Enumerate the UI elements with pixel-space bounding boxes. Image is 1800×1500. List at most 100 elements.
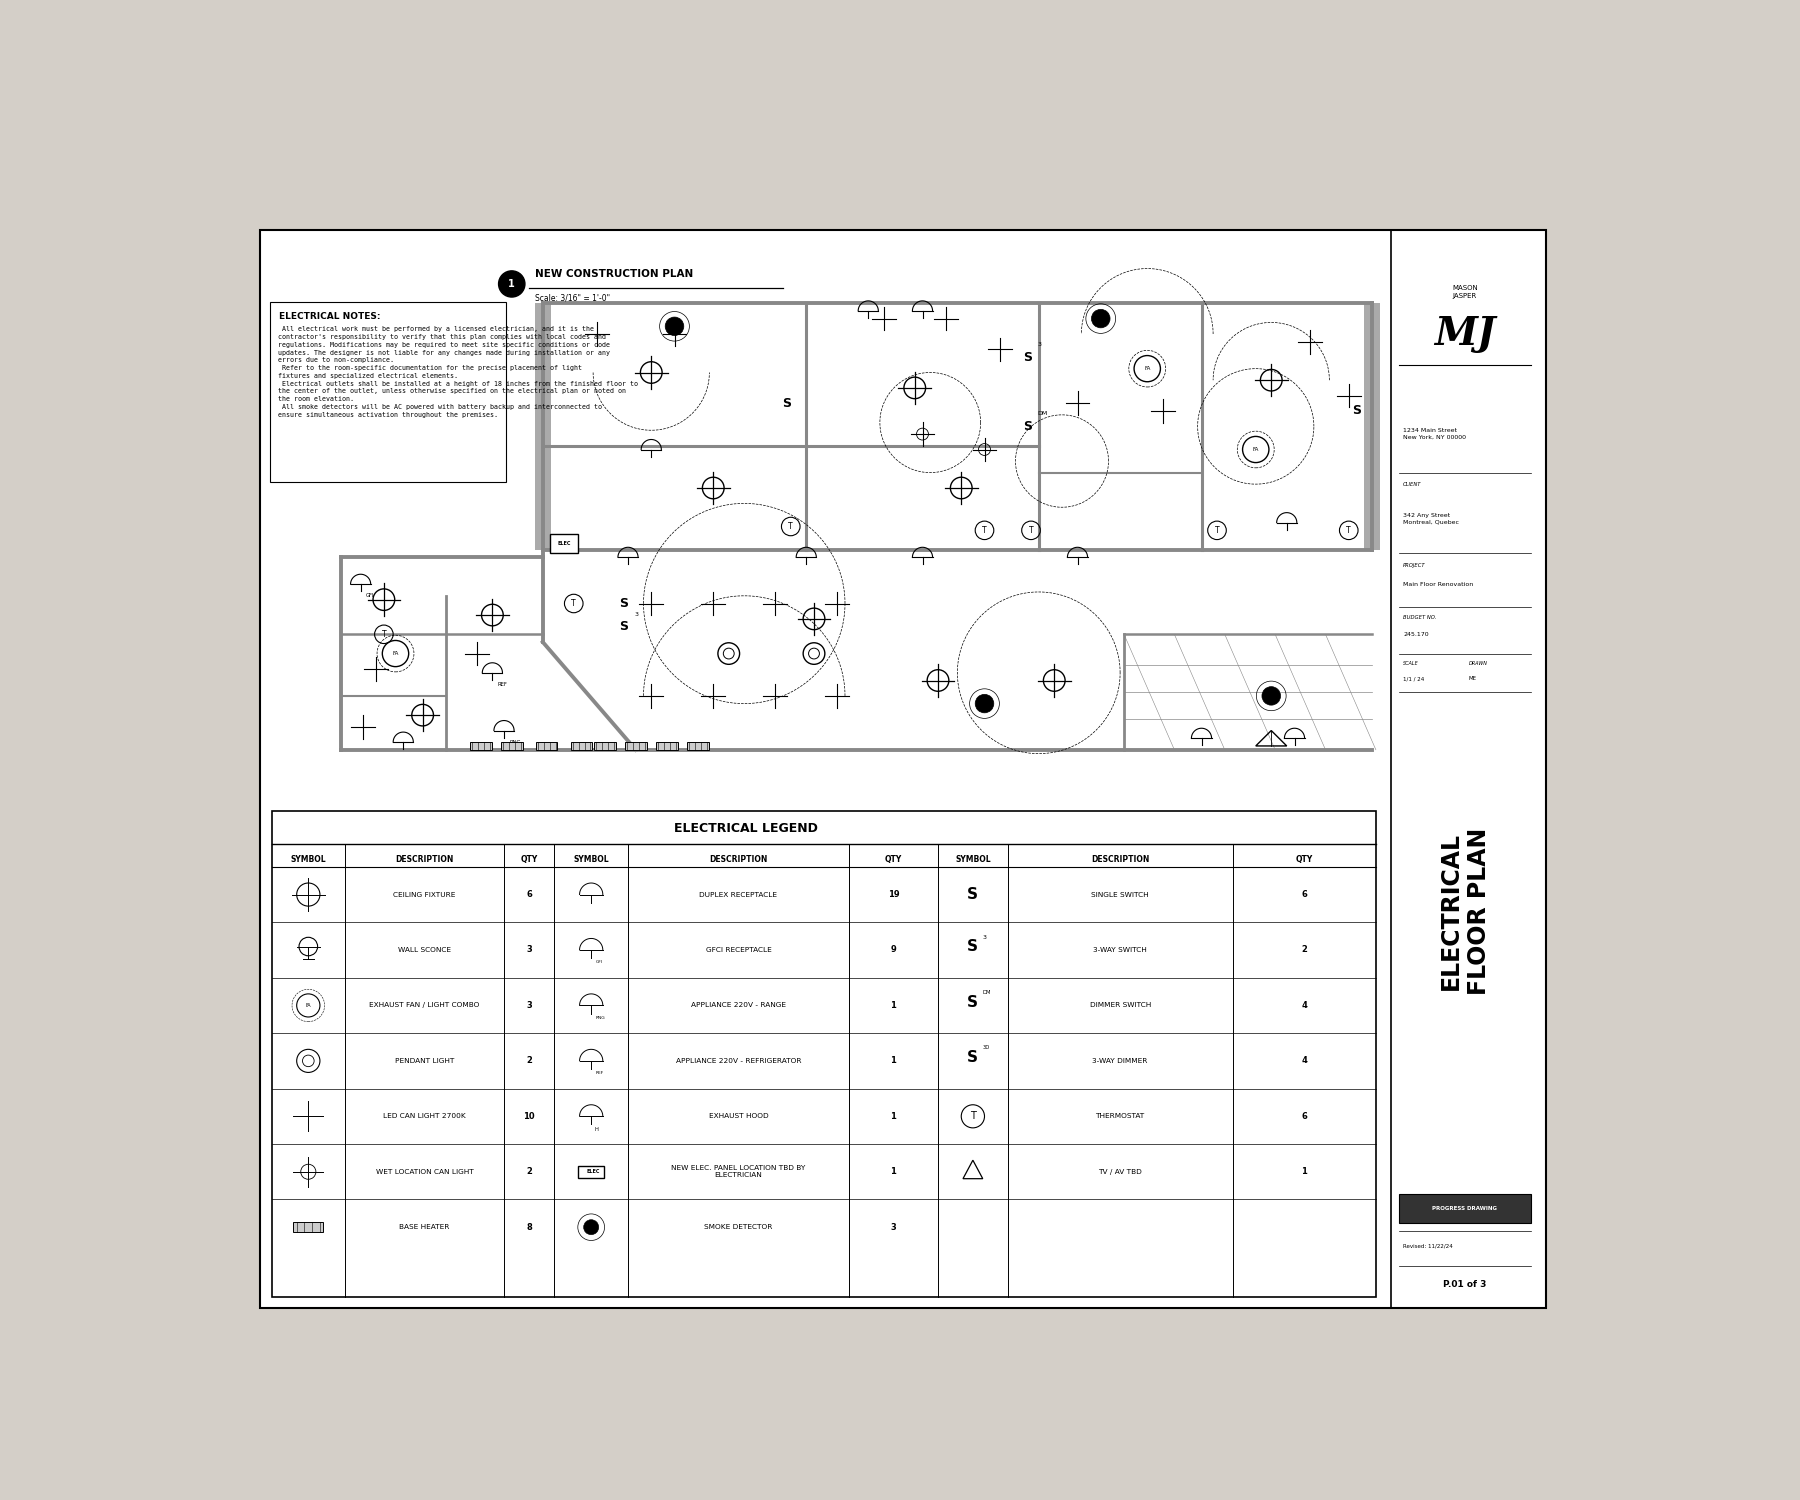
Text: EXHAUST FAN / LIGHT COMBO: EXHAUST FAN / LIGHT COMBO [369,1002,481,1008]
Text: 4: 4 [1301,1056,1307,1065]
FancyBboxPatch shape [1399,1194,1530,1224]
Text: S: S [1022,351,1031,363]
FancyBboxPatch shape [535,303,551,549]
Text: 1: 1 [891,1112,896,1120]
Text: 19: 19 [887,890,900,898]
Circle shape [666,316,684,336]
Text: 9: 9 [891,945,896,954]
Text: BASE HEATER: BASE HEATER [400,1224,450,1230]
Text: DESCRIPTION: DESCRIPTION [396,855,454,864]
Text: 3: 3 [983,934,986,939]
Text: DRAWN: DRAWN [1469,662,1489,666]
Text: T: T [788,522,794,531]
Circle shape [1262,687,1280,705]
Text: SYMBOL: SYMBOL [290,855,326,864]
FancyBboxPatch shape [655,742,677,750]
Text: BUDGET NO.: BUDGET NO. [1402,615,1436,620]
Text: FA: FA [1145,366,1150,370]
Text: ELECTRICAL NOTES:: ELECTRICAL NOTES: [279,312,382,321]
Text: GFI: GFI [596,960,603,964]
Text: 3-WAY DIMMER: 3-WAY DIMMER [1093,1058,1148,1064]
Text: DESCRIPTION: DESCRIPTION [1091,855,1150,864]
Text: 4: 4 [1301,1000,1307,1010]
Text: S: S [967,886,979,902]
Text: 1: 1 [508,279,515,290]
Text: Scale: 3/16" = 1'-0": Scale: 3/16" = 1'-0" [535,294,610,303]
Text: DM: DM [983,990,990,994]
FancyBboxPatch shape [470,742,491,750]
Text: 245.170: 245.170 [1402,632,1429,638]
Text: RNG: RNG [509,740,520,744]
Text: WET LOCATION CAN LIGHT: WET LOCATION CAN LIGHT [376,1168,473,1174]
Text: T: T [382,630,387,639]
Text: T: T [1215,526,1219,536]
Text: 8: 8 [526,1222,533,1232]
Text: REF: REF [497,682,508,687]
Text: S: S [1022,420,1031,434]
Text: Revised: 11/22/24: Revised: 11/22/24 [1402,1244,1453,1250]
Text: NEW CONSTRUCTION PLAN: NEW CONSTRUCTION PLAN [535,268,693,279]
Text: CLIENT: CLIENT [1402,482,1422,486]
Text: 1/1 / 24: 1/1 / 24 [1402,676,1424,681]
FancyBboxPatch shape [688,742,709,750]
Text: QTY: QTY [1296,855,1312,864]
FancyBboxPatch shape [293,1222,324,1233]
Text: 3: 3 [526,1000,533,1010]
Text: DIMMER SWITCH: DIMMER SWITCH [1089,1002,1150,1008]
FancyBboxPatch shape [1364,303,1381,549]
FancyBboxPatch shape [272,812,1375,1296]
Text: 1: 1 [1301,1167,1307,1176]
Text: SINGLE SWITCH: SINGLE SWITCH [1091,891,1148,897]
FancyBboxPatch shape [270,302,506,482]
FancyBboxPatch shape [500,742,522,750]
Text: 3: 3 [526,945,533,954]
Text: 3: 3 [891,1222,896,1232]
Text: 342 Any Street
Montreal, Quebec: 342 Any Street Montreal, Quebec [1402,513,1460,525]
Text: 10: 10 [524,1112,535,1120]
Text: T: T [571,598,576,608]
Text: S: S [1352,405,1361,417]
Text: REF: REF [596,1071,605,1076]
FancyBboxPatch shape [578,1166,605,1178]
Text: 6: 6 [1301,1112,1307,1120]
Text: T: T [970,1112,976,1122]
Text: Main Floor Renovation: Main Floor Renovation [1402,582,1472,586]
Text: 6: 6 [1301,890,1307,898]
Text: THERMOSTAT: THERMOSTAT [1096,1113,1145,1119]
Text: MASON
JASPER: MASON JASPER [1453,285,1478,298]
Text: S: S [619,620,628,633]
Text: 3D: 3D [983,1046,990,1050]
Text: WALL SCONCE: WALL SCONCE [398,946,452,952]
Text: ELEC: ELEC [558,542,571,546]
Text: P.01 of 3: P.01 of 3 [1444,1281,1487,1290]
Circle shape [1091,309,1111,328]
Text: NEW ELEC. PANEL LOCATION TBD BY
ELECTRICIAN: NEW ELEC. PANEL LOCATION TBD BY ELECTRIC… [671,1166,806,1179]
Text: S: S [967,1050,979,1065]
Text: ELEC: ELEC [587,1170,599,1174]
Text: QTY: QTY [886,855,902,864]
Text: SYMBOL: SYMBOL [956,855,990,864]
Text: DESCRIPTION: DESCRIPTION [709,855,767,864]
Text: 2: 2 [526,1167,533,1176]
FancyBboxPatch shape [594,742,616,750]
Text: 3: 3 [1037,342,1040,346]
Text: SCALE: SCALE [1402,662,1418,666]
Circle shape [976,694,994,712]
Text: FA: FA [1253,447,1258,452]
Text: QTY: QTY [520,855,538,864]
Text: All electrical work must be performed by a licensed electrician, and it is the
c: All electrical work must be performed by… [277,327,637,417]
Text: SYMBOL: SYMBOL [574,855,608,864]
Text: 1: 1 [891,1056,896,1065]
Text: MJ: MJ [1435,315,1496,352]
FancyBboxPatch shape [259,230,1546,1308]
Text: S: S [967,939,979,954]
Text: GFCI RECEPTACLE: GFCI RECEPTACLE [706,946,772,952]
Text: DUPLEX RECEPTACLE: DUPLEX RECEPTACLE [700,891,778,897]
FancyBboxPatch shape [536,742,558,750]
Text: RNG: RNG [596,1016,605,1020]
Circle shape [583,1220,599,1234]
Text: 1: 1 [891,1167,896,1176]
Text: DM: DM [1037,411,1048,417]
Text: 1: 1 [891,1000,896,1010]
Text: CEILING FIXTURE: CEILING FIXTURE [394,891,455,897]
